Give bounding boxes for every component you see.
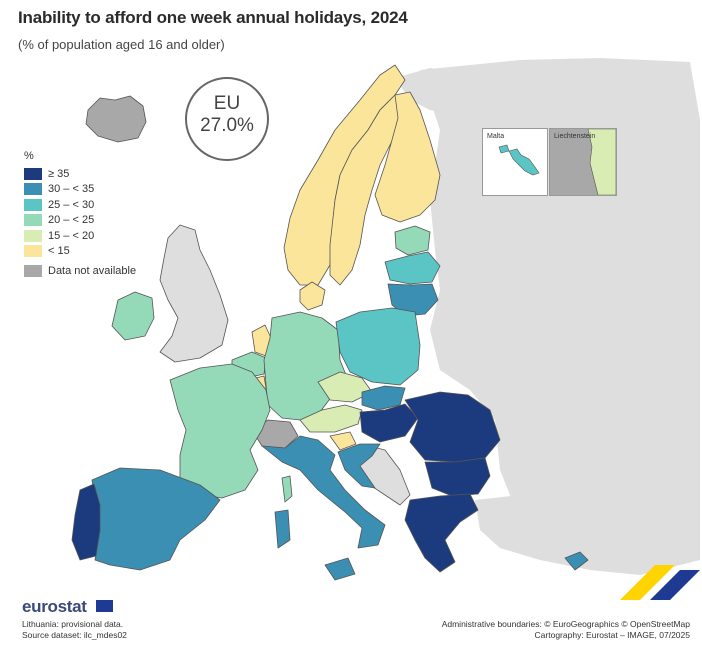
inset-liechtenstein: Liechtenstein: [549, 128, 617, 196]
region-finland: [374, 91, 441, 223]
eu-badge-value: 27.0%: [200, 115, 254, 136]
legend-swatch: [24, 167, 42, 180]
source-dataset: Source dataset: ilc_mdes02: [22, 630, 127, 640]
region-cyprus: [564, 551, 589, 571]
note-lithuania: Lithuania: provisional data.: [22, 619, 124, 629]
legend-swatch: [24, 183, 42, 196]
region-france: [169, 363, 271, 499]
eu-average-badge: EU 27.0%: [185, 77, 269, 161]
region-lithuania: [387, 283, 439, 317]
legend-label: 20 – < 25: [48, 214, 95, 227]
legend-label: < 15: [48, 245, 70, 258]
legend: % ≥ 35 30 – < 35 25 – < 30 20 – < 25 15 – < …: [24, 150, 136, 279]
legend-row: < 15: [24, 244, 136, 260]
region-estonia: [394, 225, 431, 256]
region-slovenia: [329, 431, 357, 451]
eu-badge-label: EU: [213, 93, 241, 114]
legend-label: 25 – < 30: [48, 198, 95, 211]
region-sicily: [324, 557, 356, 581]
region-malta: [508, 148, 540, 176]
inset-malta-label: Malta: [487, 133, 505, 140]
legend-row: ≥ 35: [24, 166, 136, 182]
region-italy: [261, 435, 386, 549]
legend-label: ≥ 35: [48, 167, 70, 180]
region-sweden: [329, 94, 406, 286]
legend-swatch-not-available: [24, 264, 42, 277]
inset-liechtenstein-label: Liechtenstein: [554, 133, 596, 140]
legend-label: 15 – < 20: [48, 229, 95, 242]
region-liechtenstein: [587, 129, 616, 195]
region-denmark: [299, 281, 326, 311]
legend-row: 20 – < 25: [24, 213, 136, 229]
legend-rows: ≥ 35 30 – < 35 25 – < 30 20 – < 25 15 – < 20…: [24, 166, 136, 259]
eurostat-logo: eurostat: [22, 597, 87, 616]
region-bulgaria: [424, 457, 491, 497]
eu-flag-icon: [96, 600, 113, 612]
legend-label-not-available: Data not available: [48, 264, 137, 277]
corner-stripes-decoration: [620, 565, 700, 600]
legend-row: 25 – < 30: [24, 197, 136, 213]
region-poland: [335, 307, 421, 386]
region-slovakia: [361, 385, 406, 411]
inset-malta: Malta: [482, 128, 548, 196]
map-subtitle: (% of population aged 16 and older): [18, 37, 225, 52]
region-gozo: [498, 144, 510, 154]
region-portugal: [71, 483, 101, 561]
region-sardinia: [274, 509, 291, 549]
region-uk: [159, 224, 229, 363]
legend-row: 30 – < 35: [24, 182, 136, 198]
map-title: Inability to afford one week annual holi…: [18, 8, 408, 27]
region-hungary: [359, 403, 419, 443]
region-croatia: [337, 443, 381, 489]
region-russia-kola: [395, 68, 480, 115]
legend-swatch: [24, 245, 42, 258]
inset-malta-map: [498, 144, 540, 176]
credit-boundaries: Administrative boundaries: © EuroGeograp…: [441, 619, 690, 629]
region-ireland: [111, 291, 155, 341]
credit-cartography: Cartography: Eurostat – IMAGE, 07/2025: [534, 630, 690, 640]
legend-swatch: [24, 214, 42, 227]
legend-row: 15 – < 20: [24, 228, 136, 244]
region-corsica: [281, 475, 293, 503]
region-iceland: [85, 95, 147, 143]
region-turkey: [475, 495, 660, 575]
inset-liechtenstein-map: [550, 129, 616, 195]
region-austria: [299, 404, 363, 433]
region-greece: [404, 493, 479, 573]
legend-swatch: [24, 198, 42, 211]
region-germany: [263, 311, 349, 421]
legend-label: 30 – < 35: [48, 183, 95, 196]
legend-swatch: [24, 229, 42, 242]
region-latvia: [384, 251, 441, 285]
legend-row-not-available: Data not available: [24, 263, 136, 279]
legend-title: %: [24, 150, 34, 162]
